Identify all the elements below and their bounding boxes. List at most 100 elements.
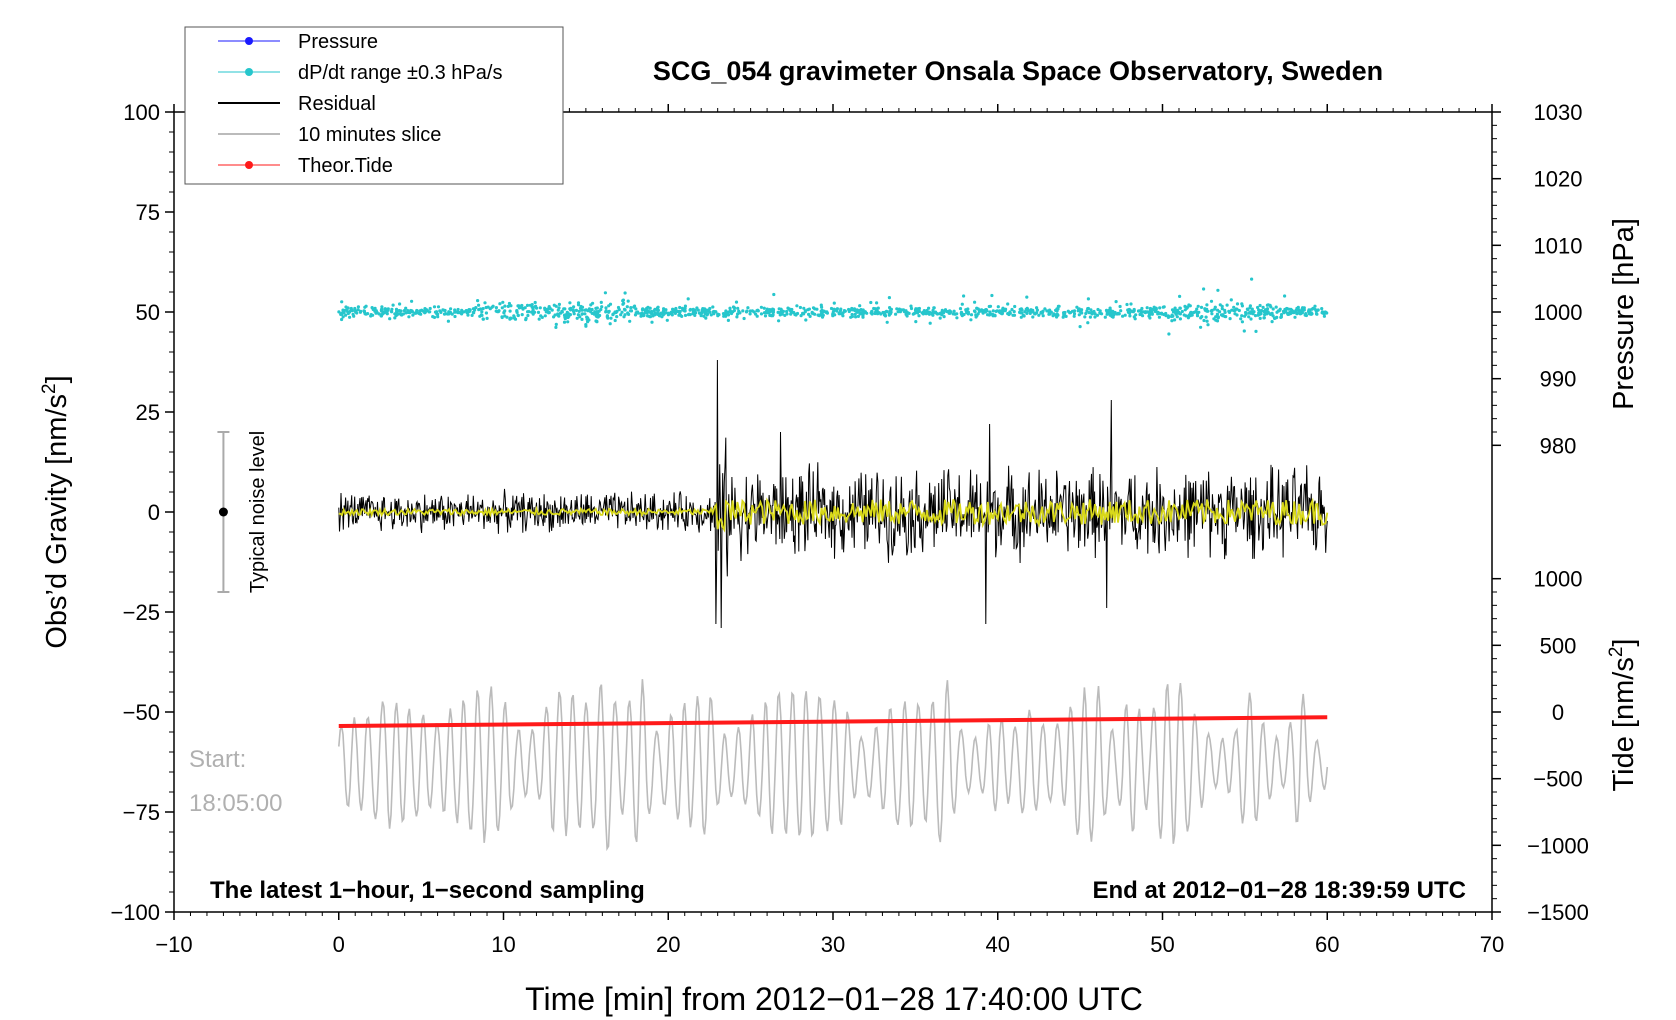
dpdt-point (1098, 311, 1102, 315)
dpdt-point (875, 301, 879, 305)
axes: −10 0 10 20 30 40 50 60 701007550250−25−50−75−10… (110, 100, 1588, 957)
dpdt-point (580, 312, 584, 316)
dpdt-point (829, 306, 834, 311)
dpdt-point (1173, 306, 1177, 310)
dpdt-point (948, 309, 952, 313)
dpdt-point (1023, 310, 1027, 314)
dpdt-point (1303, 313, 1307, 317)
dpdt-point (396, 312, 400, 316)
dpdt-point (1196, 304, 1200, 308)
dpdt-point (1093, 315, 1097, 319)
dpdt-point (1062, 313, 1066, 317)
dpdt-point (1028, 311, 1032, 315)
dpdt-point (381, 312, 385, 316)
dpdt-point (803, 309, 807, 313)
dpdt-point (613, 318, 617, 323)
legend-label: 10 minutes slice (298, 124, 441, 146)
dpdt-point (625, 305, 629, 309)
dpdt-point (424, 309, 428, 313)
dpdt-point (650, 320, 654, 324)
dpdt-point (927, 306, 931, 310)
dpdt-point (1215, 312, 1219, 316)
dpdt-point (446, 319, 450, 323)
dpdt-point (599, 300, 603, 304)
dpdt-point (1086, 307, 1090, 311)
dpdt-point (629, 309, 634, 313)
dpdt-point (763, 314, 768, 318)
dpdt-point (1020, 308, 1024, 312)
dpdt-point (1107, 308, 1111, 312)
y-tick-label: −75 (123, 800, 160, 825)
dpdt-point (1275, 310, 1279, 314)
dpdt-point (554, 325, 558, 329)
dpdt-point (1209, 299, 1214, 303)
dpdt-point (1121, 314, 1125, 318)
dpdt-point (481, 307, 485, 311)
dpdt-point (1266, 310, 1270, 314)
dpdt-point (566, 320, 570, 324)
dpdt-point (507, 301, 511, 306)
dpdt-point (674, 306, 678, 311)
dpdt-point (407, 315, 411, 319)
dpdt-point (577, 309, 581, 313)
dpdt-point (1202, 318, 1206, 323)
dpdt-point (583, 312, 587, 316)
dpdt-point (1213, 307, 1217, 311)
dpdt-point (596, 314, 601, 319)
dpdt-point (595, 306, 599, 310)
dpdt-point (380, 307, 384, 312)
dpdt-point (371, 307, 375, 311)
pressure-tick-label: 980 (1540, 433, 1577, 458)
dpdt-point (711, 305, 715, 309)
dpdt-point (488, 307, 492, 311)
dpdt-point (969, 313, 974, 317)
dpdt-point (1257, 311, 1261, 315)
dpdt-point (1286, 312, 1290, 316)
dpdt-point (709, 313, 713, 317)
dpdt-point (415, 308, 419, 313)
dpdt-point (1189, 310, 1193, 314)
dpdt-point (1098, 309, 1102, 313)
dpdt-point (1246, 308, 1250, 312)
dpdt-point (535, 306, 539, 310)
dpdt-point (777, 307, 781, 311)
dpdt-point (1274, 305, 1278, 309)
dpdt-point (450, 312, 454, 316)
dpdt-point (503, 304, 507, 308)
dpdt-point (344, 313, 348, 317)
dpdt-point (1178, 317, 1182, 321)
dpdt-point (536, 310, 541, 314)
dpdt-point (969, 318, 973, 322)
dpdt-point (1035, 306, 1039, 310)
dpdt-point (516, 313, 520, 318)
dpdt-point (547, 305, 551, 309)
dpdt-point (843, 309, 847, 313)
dpdt-point (1031, 315, 1035, 319)
dpdt-point (987, 304, 991, 309)
dpdt-point (1011, 313, 1015, 317)
dpdt-point (764, 309, 769, 313)
dpdt-point (1010, 307, 1014, 312)
dpdt-point (1214, 315, 1218, 319)
dpdt-point (785, 312, 789, 316)
dpdt-point (755, 314, 759, 318)
dpdt-point (1182, 313, 1186, 317)
dpdt-point (959, 310, 964, 314)
dpdt-point (1012, 310, 1016, 314)
x-tick-label: 50 (1150, 932, 1174, 957)
dpdt-point (512, 315, 516, 319)
dpdt-point (729, 311, 734, 316)
dpdt-point (565, 310, 569, 314)
dpdt-point (1249, 317, 1253, 321)
dpdt-point (592, 312, 597, 316)
dpdt-point (732, 308, 737, 313)
dpdt-point (1221, 314, 1225, 318)
dpdt-point (1083, 315, 1087, 319)
dpdt-point (1167, 332, 1171, 336)
tide-tick-label: 1000 (1534, 567, 1583, 592)
dpdt-point (755, 309, 759, 313)
dpdt-point (580, 308, 584, 312)
x-tick-label: 40 (986, 932, 1010, 957)
dpdt-point (795, 304, 799, 308)
dpdt-point (1040, 311, 1044, 315)
